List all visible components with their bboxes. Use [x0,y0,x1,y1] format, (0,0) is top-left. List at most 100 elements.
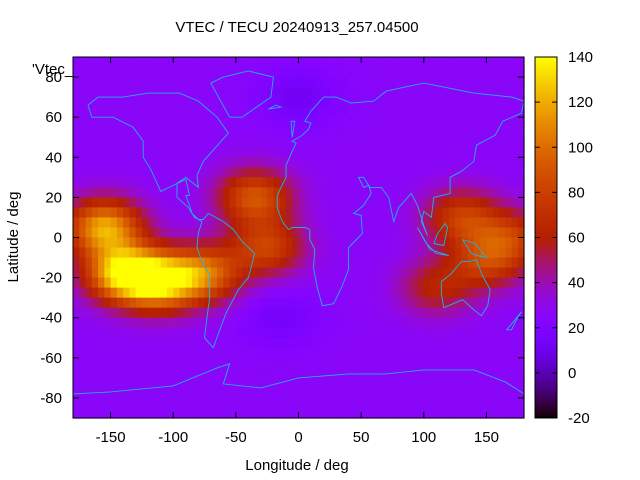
heatmap-cell [135,247,143,259]
heatmap-cell [455,237,462,249]
colorbar-segment [535,189,557,193]
heatmap-cell [79,127,87,138]
heatmap-cell [123,227,130,239]
heatmap-cell [404,127,412,138]
heatmap-cell [248,307,256,319]
heatmap-cell [455,207,462,219]
heatmap-cell [73,317,80,329]
heatmap-cell [411,137,419,148]
heatmap-cell [166,187,174,198]
heatmap-cell [166,297,174,309]
heatmap-cell [248,157,256,168]
heatmap-cell [116,97,124,108]
heatmap-cell [517,387,525,399]
heatmap-cell [185,367,193,379]
heatmap-cell [79,97,87,108]
heatmap-cell [179,297,187,309]
heatmap-cell [517,77,525,88]
heatmap-cell [392,237,400,249]
heatmap-cell [323,377,331,389]
heatmap-cell [436,57,444,68]
heatmap-cell [361,267,369,279]
heatmap-cell [204,267,212,279]
heatmap-cell [235,77,243,88]
heatmap-cell [154,117,162,128]
heatmap-cell [517,207,525,219]
heatmap-cell [386,337,394,349]
heatmap-cell [116,137,124,148]
heatmap-cell [166,407,174,419]
heatmap-cell [110,347,118,359]
heatmap-cell [373,327,381,339]
heatmap-cell [248,267,256,279]
heatmap-cell [229,167,237,178]
heatmap-cell [511,67,519,78]
heatmap-cell [430,127,437,138]
heatmap-cell [373,377,381,389]
heatmap-cell [198,77,206,88]
heatmap-cell [223,127,231,138]
heatmap-cell [248,367,256,379]
heatmap-cell [135,147,143,158]
heatmap-cell [436,307,444,319]
heatmap-cell [254,207,262,219]
heatmap-cell [179,67,187,78]
heatmap-cell [210,397,218,409]
heatmap-cell [461,177,469,188]
heatmap-cell [173,277,181,289]
heatmap-cell [185,277,193,289]
heatmap-cell [292,207,300,219]
heatmap-cell [329,157,337,168]
heatmap-cell [336,347,343,359]
heatmap-cell [192,337,199,349]
heatmap-cell [154,77,162,88]
heatmap-cell [311,327,318,339]
colorbar-segment [535,231,557,235]
heatmap-cell [367,67,375,78]
heatmap-cell [198,207,206,219]
heatmap-cell [511,217,519,229]
heatmap-cell [148,377,156,389]
colorbar-segment [535,117,557,121]
heatmap-cell [386,397,394,409]
heatmap-cell [417,387,425,399]
heatmap-cell [311,57,318,68]
y-tick-label: -20 [40,270,62,287]
heatmap-cell [91,177,99,188]
heatmap-cell [486,137,494,148]
heatmap-cell [98,147,105,158]
heatmap-cell [329,57,337,68]
coastline-path [87,92,256,349]
heatmap-cell [85,87,93,98]
heatmap-cell [367,167,375,178]
heatmap-cell [248,117,256,128]
heatmap-cell [430,87,437,98]
heatmap-cell [254,57,262,68]
heatmap-cell [392,97,400,108]
heatmap-cell [104,297,112,309]
heatmap-cell [323,357,331,369]
heatmap-cell [461,147,469,158]
heatmap-cell [486,407,494,419]
heatmap-cell [79,237,87,249]
heatmap-cell [110,267,118,279]
heatmap-cell [85,247,93,259]
heatmap-cell [160,377,168,389]
heatmap-cell [467,197,475,209]
heatmap-cell [348,247,356,259]
heatmap-cell [160,337,168,349]
heatmap-cell [185,77,193,88]
heatmap-cell [392,407,400,419]
heatmap-cell [285,227,293,239]
colorbar-segment [535,414,557,419]
colorbar-segment [535,237,557,242]
heatmap-cell [85,77,93,88]
heatmap-cell [273,147,281,158]
heatmap-cell [217,217,224,229]
y-tick-label: 0 [54,230,62,247]
heatmap-cell [166,217,174,229]
heatmap-cell [304,247,312,259]
colorbar-segment [535,270,557,275]
heatmap-cell [455,147,462,158]
heatmap-cell [154,377,162,389]
